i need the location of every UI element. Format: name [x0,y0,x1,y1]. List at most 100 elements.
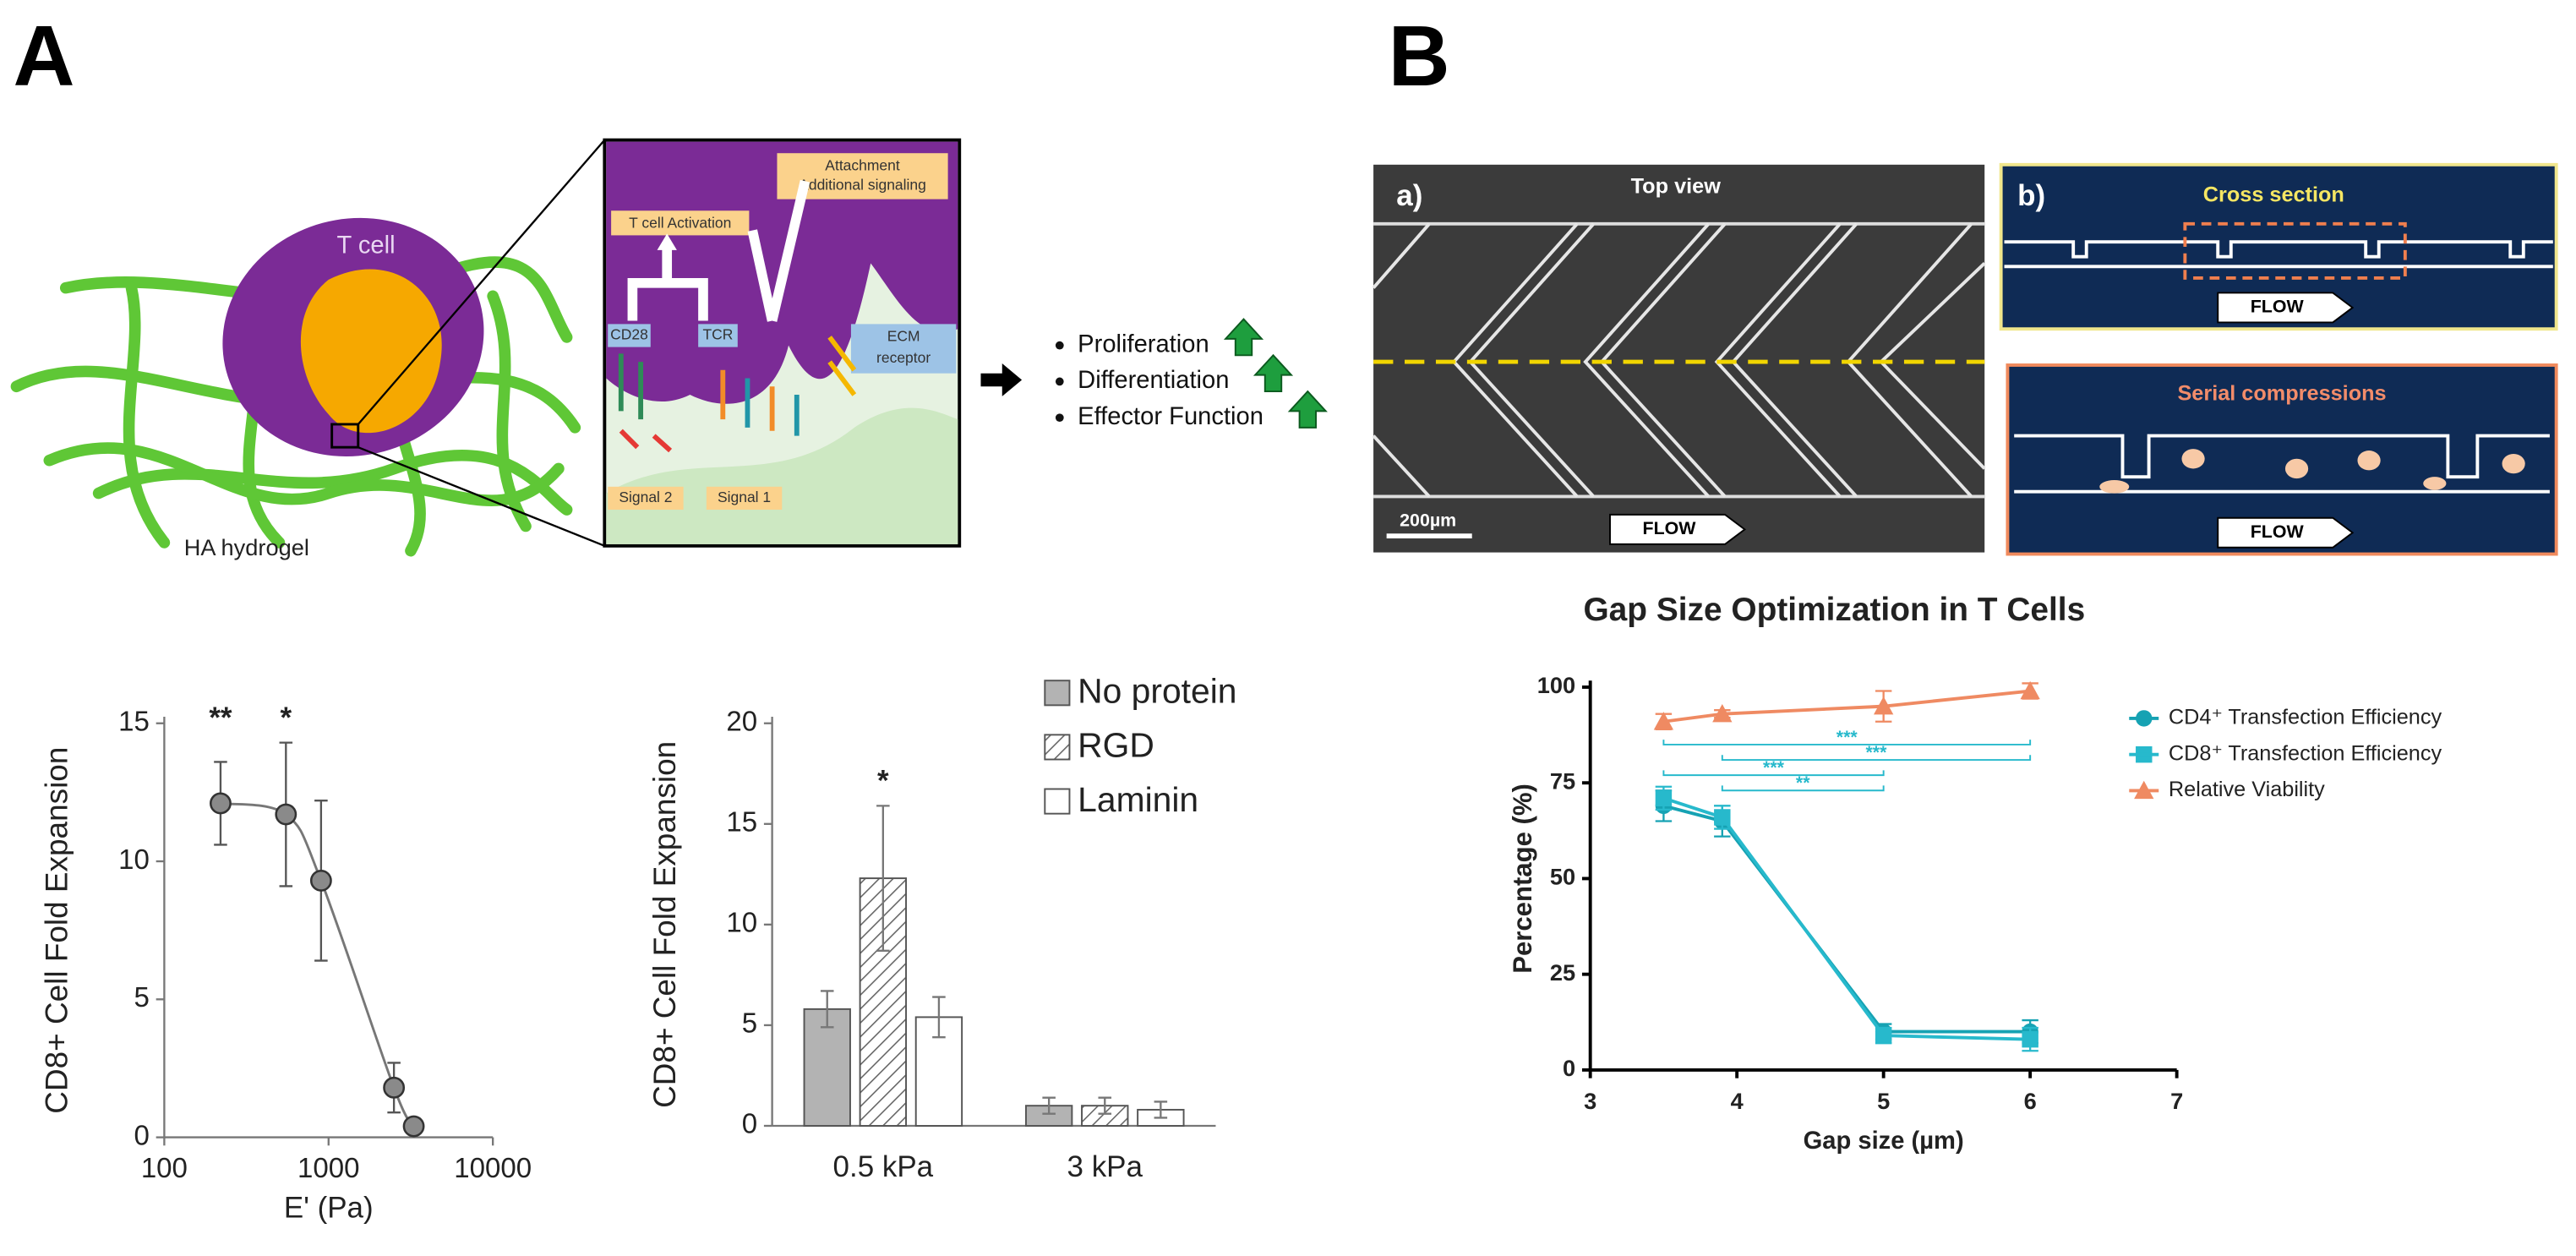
inset-label: T cell Activation [629,214,731,231]
legend-swatch [1044,680,1071,707]
y-tick-label: 10 [118,844,150,876]
point [1873,696,1894,715]
x-tick-label: 1000 [297,1153,359,1184]
inset-label: Signal 1 [718,489,771,505]
x-axis-label: E' (Pa) [284,1191,374,1224]
y-tick-label: 5 [134,982,150,1013]
point [2020,680,2040,700]
significance-bracket [1662,740,2032,745]
x-tick-label: 10000 [454,1153,532,1184]
y-tick-label: 50 [1550,864,1575,890]
panel-label: B [1389,8,1450,104]
y-tick-label: 0 [742,1109,757,1140]
x-tick-label: 3 kPa [1067,1150,1143,1183]
y-axis-label: CD8+ Cell Fold Expansion [647,741,682,1108]
x-tick-label: 3 [1584,1088,1596,1114]
legend-label: Laminin [1078,780,1198,819]
bar [803,1008,851,1127]
panel-sublabel: b) [2017,179,2045,212]
y-tick-label: 5 [742,1008,757,1040]
significance-bracket [1662,770,1885,777]
fit-curve [220,802,415,1128]
significance: *** [1836,727,1858,747]
point [210,792,232,815]
significance: * [877,764,889,797]
y-tick-label: 75 [1550,767,1575,794]
series-line [1662,796,2031,1041]
inset-label: CD28 [610,326,648,343]
error-bar [876,805,890,952]
series-line [1662,804,2031,1034]
series-line [1663,689,2031,724]
significance: ** [209,702,232,734]
panel-sublabel: a) [1396,179,1422,212]
scale-label: 200µm [1400,510,1456,530]
significance-bracket [1721,785,1885,792]
significance: *** [1763,757,1785,778]
view-title: Serial compressions [2177,382,2386,406]
point [1714,809,1731,826]
y-tick-label: 15 [118,706,150,737]
y-tick-label: 15 [726,807,757,838]
outcome: Differentiation [1078,367,1229,394]
flow-label: FLOW [2251,297,2305,317]
flow-label: FLOW [2251,522,2305,542]
outcome: Proliferation [1078,330,1209,358]
x-tick-label: 6 [2024,1088,2037,1114]
legend-swatch [1044,788,1071,815]
error-bar [1098,1096,1112,1115]
error-bar [932,996,946,1039]
point [275,803,297,826]
y-tick-label: 10 [726,908,757,939]
y-tick-label: 25 [1550,959,1575,986]
y-axis-label: Percentage (%) [1508,784,1537,974]
x-tick-label: 100 [141,1153,188,1184]
point [1655,789,1673,807]
error-bar [1154,1100,1168,1119]
point [1712,704,1733,723]
x-tick-label: 4 [1731,1088,1744,1114]
y-tick-label: 0 [1563,1055,1575,1081]
point [1875,1027,1892,1044]
legend-swatch [1044,734,1071,761]
point [2022,1030,2038,1048]
chart-title: Gap Size Optimization in T Cells [1583,592,2085,628]
point [1653,712,1674,730]
inset-label: receptor [876,349,931,366]
view-title: Top view [1631,175,1722,199]
view-title: Cross section [2203,183,2344,206]
significance-bracket [1721,755,2032,762]
legend-label: CD8⁺ Transfection Efficiency [2169,741,2442,765]
x-tick-label: 5 [1877,1088,1890,1114]
point [309,869,332,892]
point [383,1076,406,1099]
x-axis-label: Gap size (µm) [1804,1128,1964,1155]
y-tick-label: 100 [1537,672,1575,698]
hydrogel-cell-diagram: T cell HA hydrogel Attachment Additional… [10,138,1328,560]
significance: *** [1865,742,1887,762]
cell-label: T cell [336,232,395,259]
inset-label: ECM [887,328,920,345]
inset-label: Attachment [825,156,900,173]
inset-label: Additional signaling [799,177,926,194]
legend-label: No protein [1078,672,1236,711]
flow-label: FLOW [1643,518,1697,538]
inset-label: Signal 2 [619,489,672,505]
significance: * [281,702,292,734]
legend-label: CD4⁺ Transfection Efficiency [2169,706,2442,729]
device-diagram: a) Top view 200µm FLOW b) Cross section … [1372,162,2558,556]
inset-label: TCR [703,326,734,343]
gel-label: HA hydrogel [184,534,309,560]
error-bar [820,990,834,1029]
legend-label: RGD [1078,726,1154,765]
y-tick-label: 20 [726,706,757,737]
x-tick-label: 0.5 kPa [833,1150,934,1183]
error-bar [1042,1096,1056,1115]
y-axis-label: CD8+ Cell Fold Expansion [40,747,74,1114]
y-tick-label: 0 [134,1120,150,1151]
legend-label: Relative Viability [2169,778,2325,801]
point [402,1115,425,1138]
x-tick-label: 7 [2170,1088,2183,1114]
outcome: Effector Function [1078,403,1263,430]
